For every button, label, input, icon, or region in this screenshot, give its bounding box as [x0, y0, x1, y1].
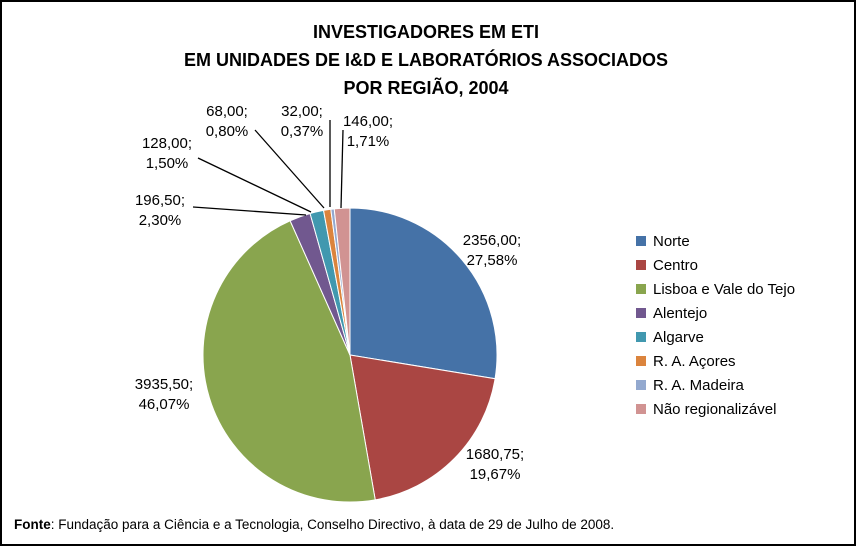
pie-slice-norte [349, 207, 498, 380]
data-label-value-nao-regionalizavel: 146,00; [343, 113, 393, 130]
legend-label-lisboa: Lisboa e Vale do Tejo [653, 280, 796, 298]
data-label-percent-lisboa: 46,07% [139, 396, 190, 413]
data-label-value-algarve: 128,00; [142, 135, 192, 152]
legend-label-acores: R. A. Açores [653, 352, 736, 370]
data-label-value-acores: 68,00; [206, 103, 248, 120]
source-label: Fonte [14, 517, 51, 532]
pie-slice-centro [349, 354, 496, 501]
legend-item-alentejo: Alentejo [636, 301, 846, 325]
source-text: : Fundação para a Ciência e a Tecnologia… [50, 517, 615, 532]
legend-item-lisboa: Lisboa e Vale do Tejo [636, 277, 846, 301]
pie-slice-lisboa [202, 220, 376, 503]
data-label-percent-centro: 19,67% [470, 466, 521, 483]
legend-item-norte: Norte [636, 229, 846, 253]
legend-label-madeira: R. A. Madeira [653, 376, 744, 394]
data-label-percent-acores: 0,80% [206, 123, 249, 140]
chart-title: INVESTIGADORES EM ETI EM UNIDADES DE I&D… [0, 18, 852, 102]
data-label-value-norte: 2356,00; [463, 232, 521, 249]
legend-swatch-lisboa [636, 284, 646, 294]
leader-line-algarve [197, 157, 312, 213]
legend-label-centro: Centro [653, 256, 699, 274]
data-label-percent-alentejo: 2,30% [139, 212, 182, 229]
source-footnote: Fonte: Fundação para a Ciência e a Tecno… [14, 517, 614, 532]
legend-item-nao-regionalizavel: Não regionalizável [636, 397, 846, 421]
leader-line-alentejo [192, 206, 307, 216]
legend-label-norte: Norte [653, 232, 690, 250]
legend-label-nao-regionalizavel: Não regionalizável [653, 400, 777, 418]
data-label-percent-madeira: 0,37% [281, 123, 324, 140]
legend-item-centro: Centro [636, 253, 846, 277]
data-label-percent-norte: 27,58% [467, 252, 518, 269]
data-label-value-centro: 1680,75; [466, 446, 524, 463]
chart-title-line-2: EM UNIDADES DE I&D E LABORATÓRIOS ASSOCI… [183, 50, 669, 70]
legend-swatch-centro [636, 260, 646, 270]
data-label-value-madeira: 32,00; [281, 103, 323, 120]
data-label-value-alentejo: 196,50; [135, 192, 185, 209]
chart-title-line-1: INVESTIGADORES EM ETI [312, 22, 540, 42]
legend-label-algarve: Algarve [653, 328, 704, 346]
leader-line-acores [254, 129, 325, 209]
legend-item-acores: R. A. Açores [636, 349, 846, 373]
data-label-value-lisboa: 3935,50; [135, 376, 193, 393]
legend-item-madeira: R. A. Madeira [636, 373, 846, 397]
pie-slice-nao-regionalizavel [333, 207, 351, 356]
leader-line-nao-regionalizavel [340, 129, 344, 209]
legend-swatch-algarve [636, 332, 646, 342]
legend-swatch-acores [636, 356, 646, 366]
data-label-percent-algarve: 1,50% [146, 155, 189, 172]
legend-swatch-alentejo [636, 308, 646, 318]
data-label-percent-nao-regionalizavel: 1,71% [347, 133, 390, 150]
legend-swatch-nao-regionalizavel [636, 404, 646, 414]
legend-item-algarve: Algarve [636, 325, 846, 349]
chart-legend: Norte Centro Lisboa e Vale do Tejo Alent… [636, 229, 846, 421]
legend-swatch-norte [636, 236, 646, 246]
legend-swatch-madeira [636, 380, 646, 390]
legend-label-alentejo: Alentejo [653, 304, 708, 322]
chart-title-line-3: POR REGIÃO, 2004 [343, 78, 509, 98]
